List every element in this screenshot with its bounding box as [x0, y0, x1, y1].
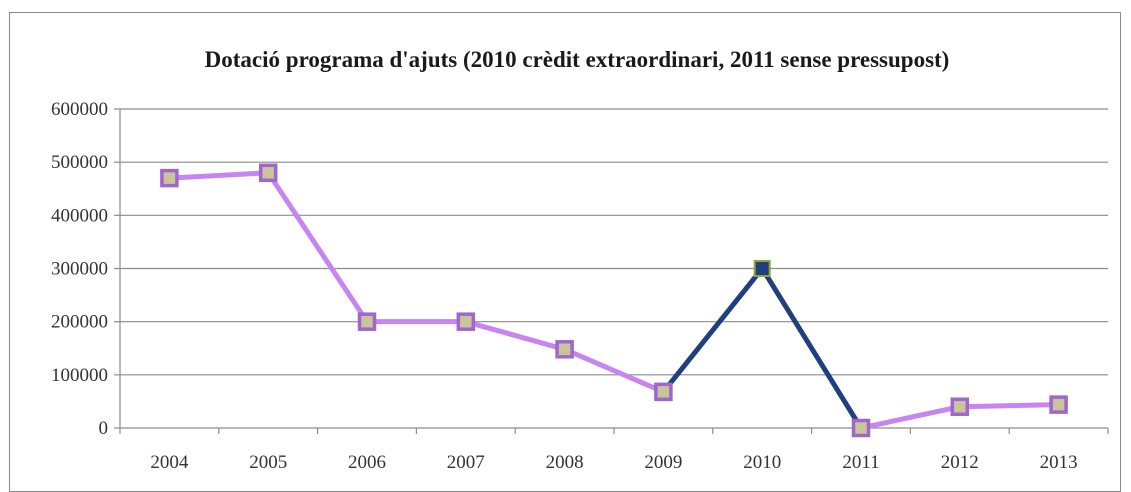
data-point-2008 — [555, 340, 574, 359]
data-point-2004 — [160, 168, 179, 188]
y-tick-label: 0 — [99, 418, 109, 439]
data-point-2012 — [950, 397, 970, 416]
chart-title: Dotació programa d'ajuts (2010 crèdit ex… — [205, 47, 950, 72]
x-tick-label-2008: 2008 — [546, 452, 584, 473]
data-point-2005 — [258, 163, 278, 183]
data-markers — [160, 163, 1068, 438]
y-tick-label: 100000 — [51, 365, 108, 386]
x-tick-label-2010: 2010 — [743, 452, 781, 473]
x-tick-label-2009: 2009 — [644, 452, 682, 473]
gridlines — [114, 108, 1109, 434]
x-tick-label-2013: 2013 — [1040, 452, 1078, 473]
x-tick-label-2006: 2006 — [348, 452, 386, 473]
series-line-segment-1 — [166, 170, 666, 395]
y-tick-label: 400000 — [51, 205, 108, 226]
x-axis-tick-labels: 2004 2005 2006 2007 2008 2009 2010 2011 2012 2013 — [150, 452, 1077, 473]
x-tick-label-2011: 2011 — [842, 452, 879, 473]
y-tick-label: 200000 — [51, 312, 108, 333]
x-tick-label-2012: 2012 — [941, 452, 979, 473]
data-point-2006 — [357, 312, 377, 331]
y-tick-label: 500000 — [51, 152, 108, 173]
data-point-2010 — [753, 260, 771, 277]
y-tick-label: 300000 — [51, 259, 108, 280]
y-axis-tick-labels: 0 100000 200000 300000 400000 500000 600000 — [51, 99, 108, 439]
x-tick-label-2005: 2005 — [249, 452, 287, 473]
data-point-2011 — [851, 418, 871, 438]
data-point-2007 — [456, 312, 476, 331]
y-tick-label: 600000 — [51, 99, 108, 120]
series-lines — [166, 170, 1062, 431]
series-line-highlight-segment — [660, 266, 864, 431]
data-point-2009 — [654, 382, 673, 402]
x-tick-label-2007: 2007 — [447, 452, 485, 473]
data-point-2013 — [1049, 395, 1068, 414]
x-tick-label-2004: 2004 — [150, 452, 189, 473]
